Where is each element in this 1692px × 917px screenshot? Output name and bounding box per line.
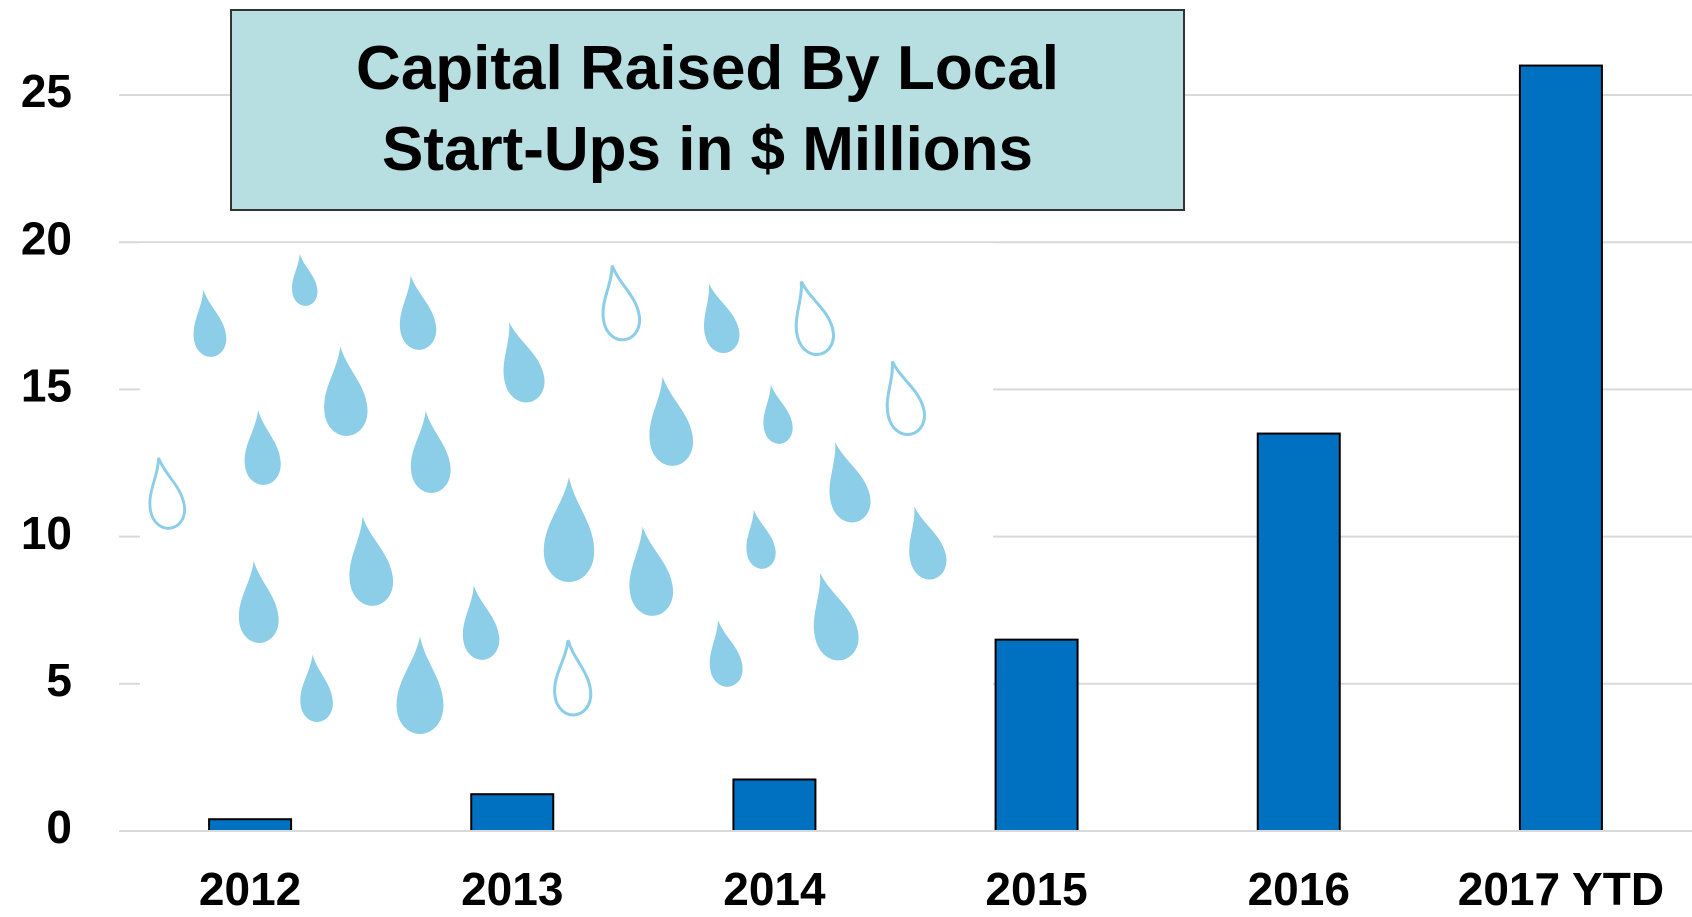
y-tick-label: 0 (46, 801, 72, 853)
bar (732, 778, 817, 832)
bar (470, 793, 555, 833)
x-tick-label: 2012 (199, 863, 301, 915)
y-tick-label: 25 (21, 65, 72, 117)
bar (994, 638, 1079, 833)
y-tick-label: 10 (21, 507, 72, 559)
y-tick-label: 20 (21, 212, 72, 264)
raindrop-illustration (140, 243, 993, 734)
bar (1518, 64, 1603, 832)
y-tick-label: 5 (46, 654, 72, 706)
x-tick-label: 2016 (1248, 863, 1350, 915)
bar (1256, 432, 1341, 832)
x-tick-label: 2017 YTD (1458, 863, 1664, 915)
bars (208, 64, 1603, 833)
x-tick-label: 2013 (461, 863, 563, 915)
chart-title: Capital Raised By Local Start-Ups in $ M… (230, 9, 1185, 211)
bar (208, 818, 293, 832)
y-tick-label: 15 (21, 360, 72, 412)
x-tick-label: 2015 (985, 863, 1087, 915)
x-tick-label: 2014 (723, 863, 826, 915)
